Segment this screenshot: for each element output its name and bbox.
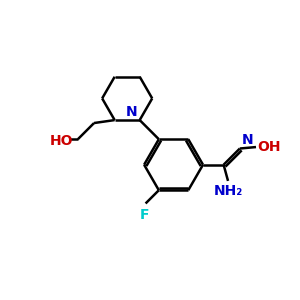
Text: N: N bbox=[126, 105, 137, 118]
Text: NH₂: NH₂ bbox=[213, 184, 243, 198]
Text: N: N bbox=[241, 133, 253, 147]
Text: HO: HO bbox=[50, 134, 74, 148]
Text: OH: OH bbox=[257, 140, 281, 154]
Text: F: F bbox=[140, 208, 149, 222]
